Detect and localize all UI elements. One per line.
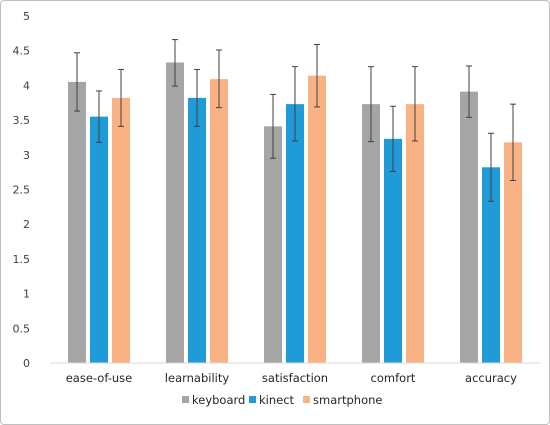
legend-swatch-kinect <box>249 396 256 403</box>
bar-kinect-ease-of-use <box>90 116 108 363</box>
bar-smartphone-learnability <box>210 79 228 364</box>
legend-swatch-smartphone <box>303 396 310 403</box>
bar-kinect-satisfaction <box>286 104 304 363</box>
y-tick-label: 5 <box>23 10 30 23</box>
bar-keyboard-comfort <box>362 104 380 363</box>
legend-label-kinect: kinect <box>259 393 295 407</box>
legend: keyboard kinect smartphone <box>182 393 382 407</box>
bar-kinect-learnability <box>188 97 206 363</box>
bar-smartphone-satisfaction <box>308 75 326 364</box>
y-tick-label: 4 <box>23 79 30 92</box>
bar-smartphone-ease-of-use <box>112 97 130 363</box>
bar-keyboard-satisfaction <box>264 126 282 363</box>
y-tick-label: 2.5 <box>13 184 31 197</box>
legend-label-smartphone: smartphone <box>313 393 382 407</box>
x-tick-label: satisfaction <box>262 371 328 385</box>
x-tick-label: ease-of-use <box>66 371 133 385</box>
x-tick-label: comfort <box>371 371 416 385</box>
y-tick-label: 0 <box>23 357 30 370</box>
y-tick-label: 4.5 <box>13 45 31 58</box>
bar-kinect-comfort <box>384 138 402 363</box>
error-bars <box>74 39 516 202</box>
bar-keyboard-learnability <box>166 62 184 364</box>
y-tick-label: 3.5 <box>13 114 31 127</box>
bar-smartphone-comfort <box>406 104 424 363</box>
bar-smartphone-accuracy <box>504 142 522 363</box>
legend-label-keyboard: keyboard <box>192 393 245 407</box>
y-tick-label: 1.5 <box>13 253 31 266</box>
legend-swatch-keyboard <box>182 396 189 403</box>
x-tick-label: learnability <box>165 371 230 385</box>
bars <box>68 62 522 364</box>
x-tick-label: accuracy <box>465 371 517 385</box>
x-axis-labels: ease-of-use learnability satisfaction comfo… <box>66 371 517 385</box>
y-tick-label: 0.5 <box>13 322 31 335</box>
y-tick-label: 1 <box>23 288 30 301</box>
y-tick-label: 3 <box>23 149 30 162</box>
y-tick-label: 2 <box>23 218 30 231</box>
bar-kinect-accuracy <box>482 167 500 363</box>
bar-keyboard-accuracy <box>460 91 478 364</box>
bar-keyboard-ease-of-use <box>68 81 86 364</box>
y-axis-ticks: 0 0.5 1 1.5 2 2.5 3 3.5 4 4.5 5 <box>13 10 31 370</box>
